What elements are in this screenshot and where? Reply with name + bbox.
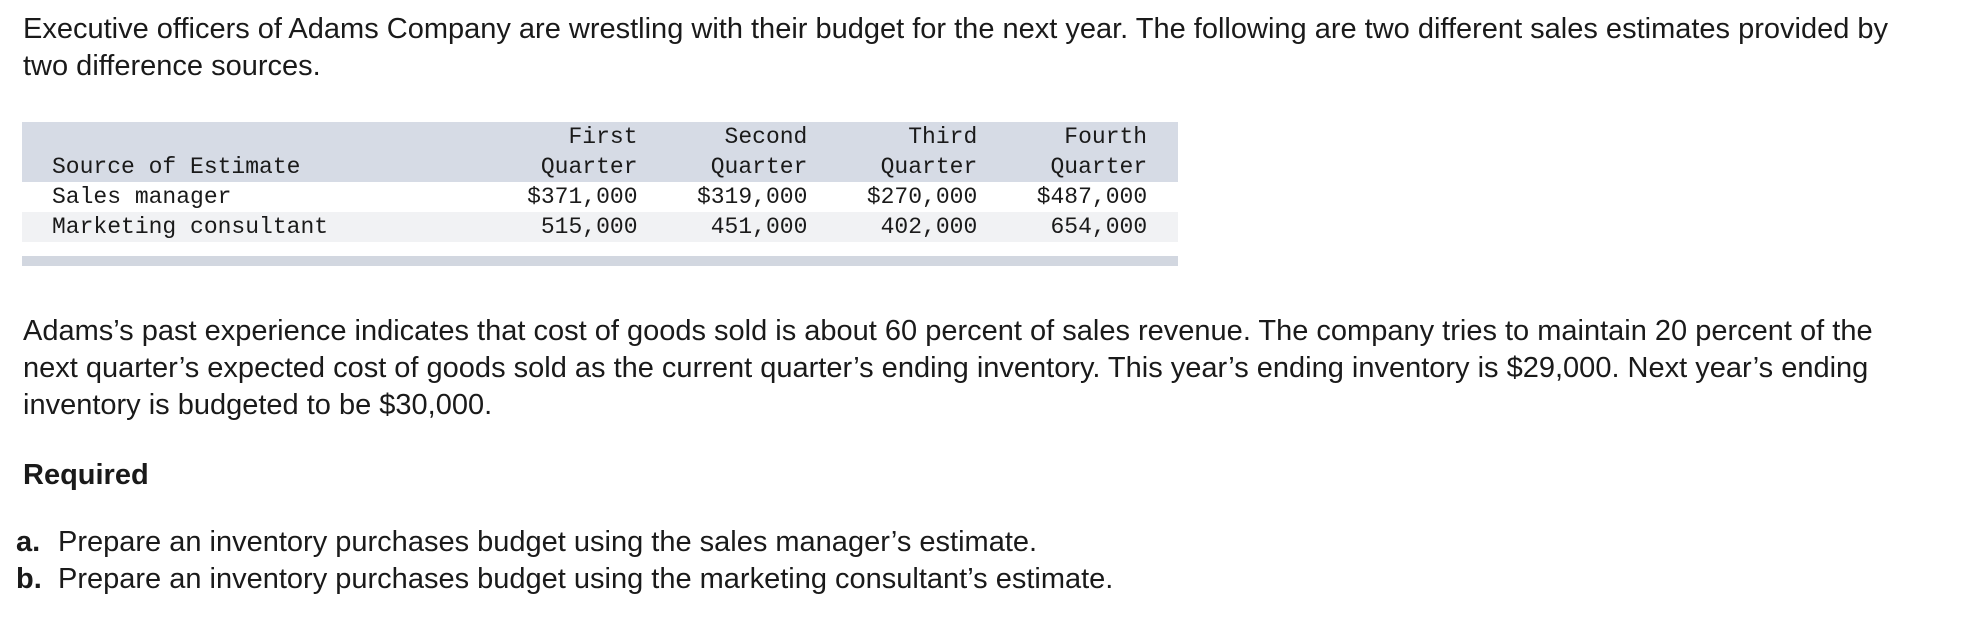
- header-third: Third: [908, 124, 978, 150]
- header-source-blank: [22, 122, 468, 152]
- header-quarter-1: Quarter: [540, 154, 638, 180]
- estimates-grid: First Second Third Fourth Source of Esti…: [22, 122, 1178, 242]
- cogs-paragraph: Adams’s past experience indicates that c…: [23, 315, 1873, 421]
- header-quarter-2: Quarter: [710, 154, 808, 180]
- intro-paragraph: Executive officers of Adams Company are …: [23, 13, 1889, 82]
- list-item: a. Prepare an inventory purchases budget …: [16, 524, 1113, 561]
- header-source-of-estimate: Source of Estimate: [52, 154, 301, 180]
- table-row: Sales manager $371,000 $319,000 $270,000…: [22, 182, 1178, 212]
- cell-value: 654,000: [1050, 214, 1148, 240]
- header-fourth: Fourth: [1064, 124, 1148, 150]
- header-quarter-3: Quarter: [880, 154, 978, 180]
- cell-value: 402,000: [880, 214, 978, 240]
- sales-estimates-table: First Second Third Fourth Source of Esti…: [22, 122, 1178, 266]
- cell-value: 451,000: [710, 214, 808, 240]
- header-row-bottom: Source of Estimate Quarter Quarter Quart…: [22, 152, 1178, 182]
- requirement-letter: b.: [16, 563, 42, 595]
- cell-value: $487,000: [1036, 184, 1148, 210]
- requirement-text: Prepare an inventory purchases budget us…: [58, 526, 1038, 558]
- header-first: First: [568, 124, 638, 150]
- required-heading: Required: [23, 459, 149, 491]
- table-bottom-rule: [22, 256, 1178, 266]
- requirement-letter: a.: [16, 526, 41, 558]
- header-second: Second: [724, 124, 808, 150]
- requirement-text: Prepare an inventory purchases budget us…: [58, 563, 1114, 595]
- cell-value: $319,000: [696, 184, 808, 210]
- row-label-sales-manager: Sales manager: [52, 184, 232, 210]
- header-quarter-4: Quarter: [1050, 154, 1148, 180]
- cell-value: 515,000: [540, 214, 638, 240]
- cell-value: $371,000: [527, 184, 638, 210]
- row-label-marketing-consultant: Marketing consultant: [52, 214, 329, 240]
- list-item: b. Prepare an inventory purchases budget …: [16, 561, 1113, 598]
- cell-value: $270,000: [866, 184, 978, 210]
- table-row: Marketing consultant 515,000 451,000 402…: [22, 212, 1178, 242]
- requirements-list: a. Prepare an inventory purchases budget …: [16, 524, 1113, 598]
- header-row-top: First Second Third Fourth: [22, 122, 1178, 152]
